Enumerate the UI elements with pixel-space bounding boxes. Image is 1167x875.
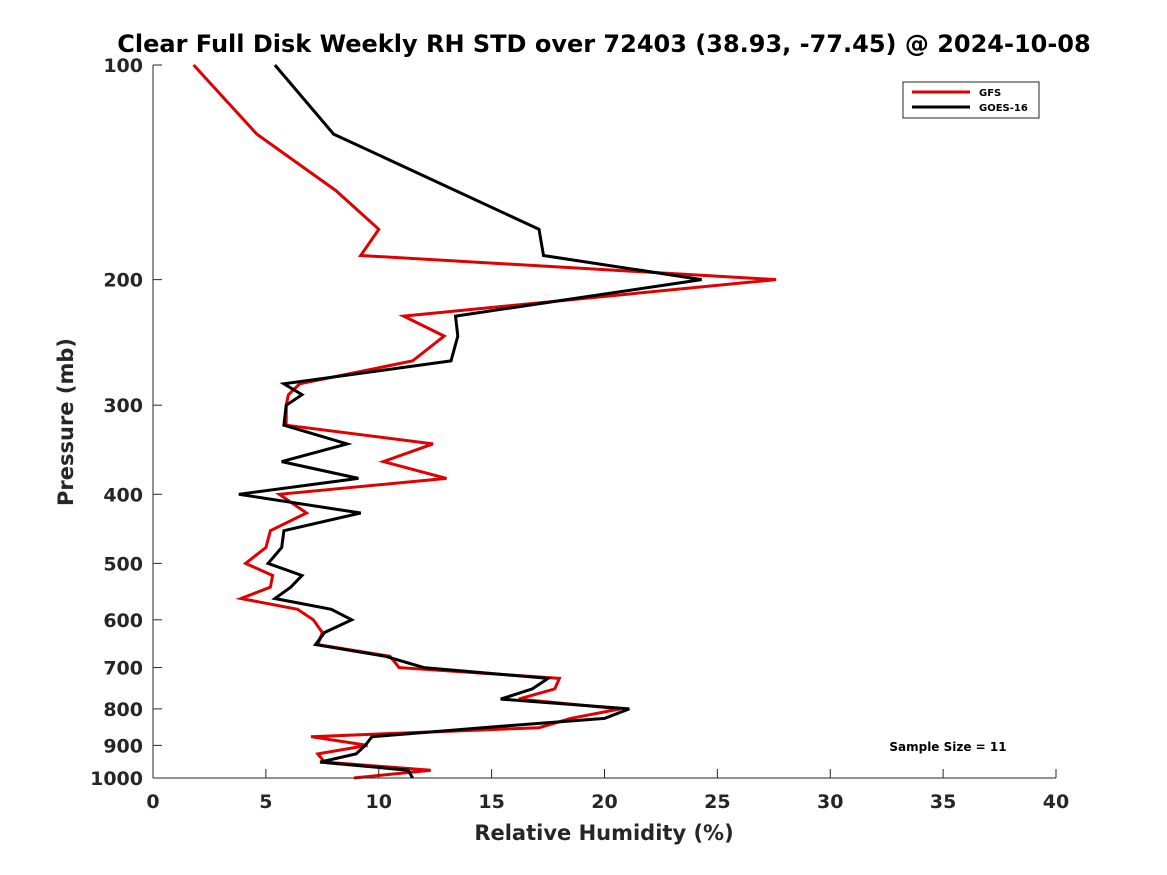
y-tick-label: 100 — [103, 55, 143, 77]
y-axis-label: Pressure (mb) — [54, 338, 78, 506]
x-tick-label: 35 — [930, 791, 956, 813]
y-tick-label: 700 — [103, 658, 143, 680]
legend-box — [902, 81, 1040, 119]
axis-layer: 0 5 10 15 20 25 30 35 40 100 200 300 400 500 600 700 800… — [90, 55, 1069, 813]
y-tick-label: 800 — [103, 699, 143, 721]
x-axis-label: Relative Humidity (%) — [474, 821, 733, 845]
y-tick-label: 400 — [103, 484, 143, 506]
x-tick-label: 5 — [259, 791, 272, 813]
x-tick-label: 25 — [704, 791, 730, 813]
y-tick-label: 200 — [103, 270, 143, 292]
sample-size-annotation: Sample Size = 11 — [889, 740, 1006, 754]
series-layer — [192, 63, 777, 780]
x-tick-label: 15 — [478, 791, 504, 813]
y-tick-label: 1000 — [90, 768, 143, 790]
plot-area: 0 5 10 15 20 25 30 35 40 100 200 300 400 500 600 700 800… — [90, 55, 1069, 813]
y-tick-label: 600 — [103, 610, 143, 632]
x-tick-label: 10 — [366, 791, 392, 813]
x-tick-label: 40 — [1043, 791, 1069, 813]
series-line-goes16 — [238, 64, 702, 779]
x-tick-label: 30 — [817, 791, 843, 813]
chart-title: Clear Full Disk Weekly RH STD over 72403… — [117, 30, 1090, 58]
y-tick-label: 500 — [103, 553, 143, 575]
legend-label-goes16: GOES-16 — [979, 103, 1028, 114]
axes-background — [153, 65, 1056, 778]
x-tick-label: 20 — [591, 791, 617, 813]
legend-label-gfs: GFS — [979, 88, 1001, 99]
y-tick-label: 300 — [103, 395, 143, 417]
y-tick-label: 900 — [103, 735, 143, 757]
x-tick-label: 0 — [146, 791, 159, 813]
legend: GFS GOES-16 — [902, 81, 1040, 119]
